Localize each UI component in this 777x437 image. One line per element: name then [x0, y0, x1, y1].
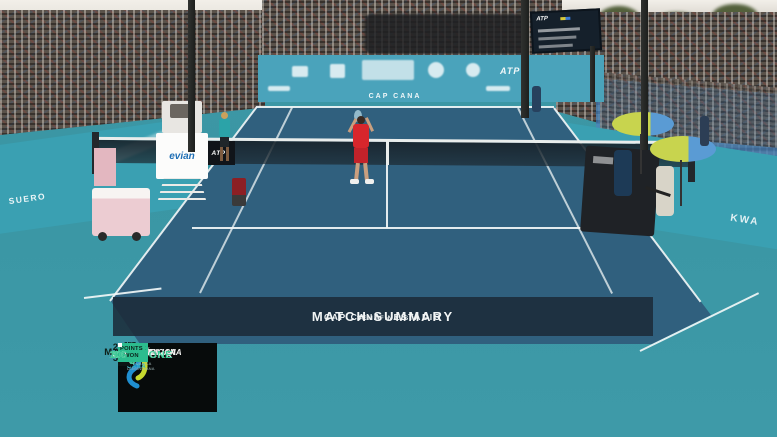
cart-wheel	[98, 232, 107, 241]
player-shorts	[354, 148, 368, 163]
summary-round: SEMI-FINALS	[356, 314, 410, 322]
umpire-chair-evian-panel: evian	[156, 133, 208, 179]
suero-banner-text: SUERO	[7, 190, 47, 207]
line-judge	[700, 116, 709, 146]
court-center-line	[386, 148, 388, 228]
screen-atp-logo: ATP	[536, 15, 549, 23]
scoreboard: REPÚBLICA DOMINICANA OPEN COPA CAP CANA …	[104, 342, 652, 412]
umbrella-pole	[680, 160, 682, 206]
player-head	[357, 116, 365, 124]
sponsor-logo	[330, 64, 345, 78]
net-center-strap	[386, 141, 389, 165]
structure-pole	[641, 0, 648, 150]
stat-header: POINTS WON	[118, 343, 145, 362]
screen-text-row	[538, 43, 573, 49]
line-judge	[532, 86, 541, 112]
player-shoe	[350, 179, 359, 184]
cooler-box	[232, 178, 246, 206]
atp-wall-logo: ATP	[500, 66, 521, 76]
screen-text-row	[538, 35, 577, 41]
court-baseline-far	[256, 106, 554, 108]
umbrella-pole	[640, 134, 642, 174]
cart-wheel	[132, 232, 141, 241]
ball-kid	[218, 112, 231, 162]
vehicle-silhouette	[365, 14, 525, 54]
player-leg	[363, 162, 369, 181]
tournament-wall-logo	[362, 60, 414, 80]
match-summary-band: MATCH SUMMARY CAP CANA - ESTADIO SEMI-FI…	[113, 297, 653, 336]
tournament-line1: REPÚBLICA	[127, 348, 177, 357]
stat-number: 100	[109, 348, 127, 361]
player-shirt	[353, 124, 369, 148]
cooler-cart	[92, 188, 150, 236]
sponsor-logo	[486, 86, 510, 91]
structure-pole	[188, 0, 195, 152]
bmw-logo	[466, 63, 480, 77]
summary-title: MATCH SUMMARY	[311, 309, 455, 324]
kwa-banner-text: KWA	[729, 212, 761, 229]
structure-pole	[521, 0, 529, 118]
sponsor-logo	[268, 86, 290, 91]
pink-table	[94, 148, 116, 186]
sponsor-logo	[428, 62, 444, 78]
screen-text-row	[537, 27, 580, 33]
screen-flag	[560, 16, 571, 21]
summary-venue: CAP CANA - ESTADIO	[324, 312, 442, 322]
camera-operator	[614, 150, 632, 196]
player-figure	[344, 108, 380, 188]
stat-number: 106	[109, 348, 127, 361]
court-service-line	[192, 227, 612, 229]
court-cap-cana-text: CAP CANA	[368, 93, 422, 100]
umpire-chair-ladder	[158, 178, 206, 200]
player-leg	[354, 162, 360, 181]
player-shoe	[365, 179, 374, 184]
seated-person	[656, 166, 674, 216]
sponsor-logo	[292, 66, 308, 77]
screen-mount-pole	[590, 46, 595, 102]
tournament-line2: DOMINICANA	[127, 348, 182, 357]
